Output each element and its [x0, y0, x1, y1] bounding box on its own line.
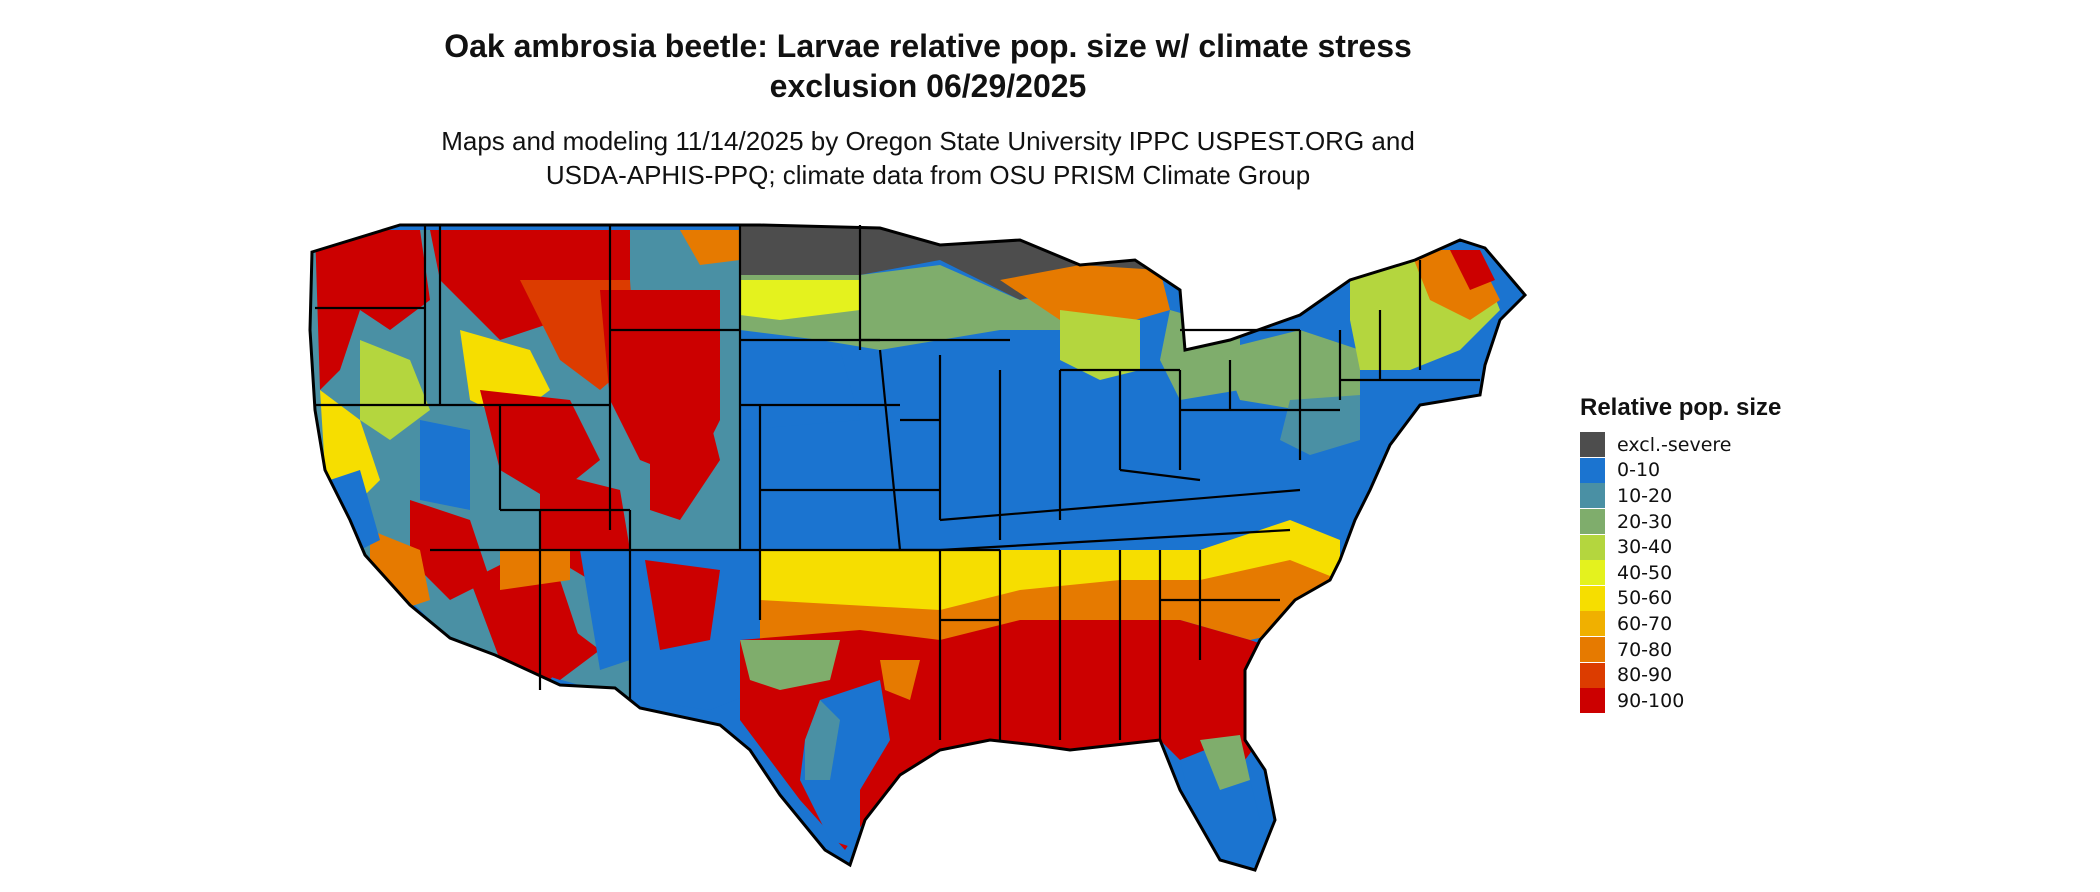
legend-item: 30-40	[1580, 534, 1781, 560]
legend-swatch	[1580, 637, 1605, 663]
legend-swatch	[1580, 611, 1605, 637]
legend-item: excl.-severe	[1580, 432, 1781, 458]
legend-item: 10-20	[1580, 483, 1781, 509]
legend-item: 0-10	[1580, 457, 1781, 484]
legend-label: 40-50	[1617, 561, 1673, 584]
map-legend: Relative pop. size excl.-severe 0-10 10-20…	[1580, 394, 1781, 714]
legend-swatch	[1580, 560, 1605, 586]
legend-swatch	[1580, 509, 1605, 535]
legend-item: 80-90	[1580, 662, 1781, 688]
legend-label: 20-30	[1617, 510, 1673, 533]
us-risk-map	[308, 223, 1528, 872]
legend-swatch	[1580, 662, 1605, 688]
legend-label: 60-70	[1617, 612, 1673, 635]
legend-label: 80-90	[1617, 664, 1673, 687]
legend-item: 70-80	[1580, 637, 1781, 663]
legend-title: Relative pop. size	[1580, 394, 1782, 421]
legend-label: excl.-severe	[1617, 433, 1732, 456]
legend-label: 0-10	[1617, 459, 1661, 482]
legend-label: 10-20	[1617, 484, 1673, 507]
legend-swatch	[1580, 483, 1605, 509]
map-subtitle: Maps and modeling 11/14/2025 by Oregon S…	[441, 126, 1415, 156]
legend-swatch	[1580, 457, 1605, 483]
legend-items: excl.-severe 0-10 10-20 20-30 30-40 40-50 50-6…	[1580, 432, 1781, 714]
legend-label: 90-100	[1617, 689, 1685, 712]
legend-swatch	[1580, 432, 1605, 458]
legend-swatch	[1580, 585, 1605, 611]
legend-label: 50-60	[1617, 587, 1673, 610]
map-title-date: exclusion 06/29/2025	[769, 68, 1087, 104]
legend-swatch	[1580, 534, 1605, 560]
legend-item: 40-50	[1580, 560, 1781, 586]
legend-item: 20-30	[1580, 509, 1781, 535]
legend-item: 90-100	[1580, 688, 1781, 714]
legend-label: 70-80	[1617, 638, 1673, 661]
map-subtitle-source: USDA-APHIS-PPQ; climate data from OSU PR…	[545, 160, 1311, 190]
legend-item: 60-70	[1580, 611, 1781, 637]
legend-swatch	[1580, 688, 1605, 714]
legend-item: 50-60	[1580, 585, 1781, 612]
legend-label: 30-40	[1617, 536, 1673, 559]
map-title: Oak ambrosia beetle: Larvae relative pop…	[444, 28, 1412, 64]
